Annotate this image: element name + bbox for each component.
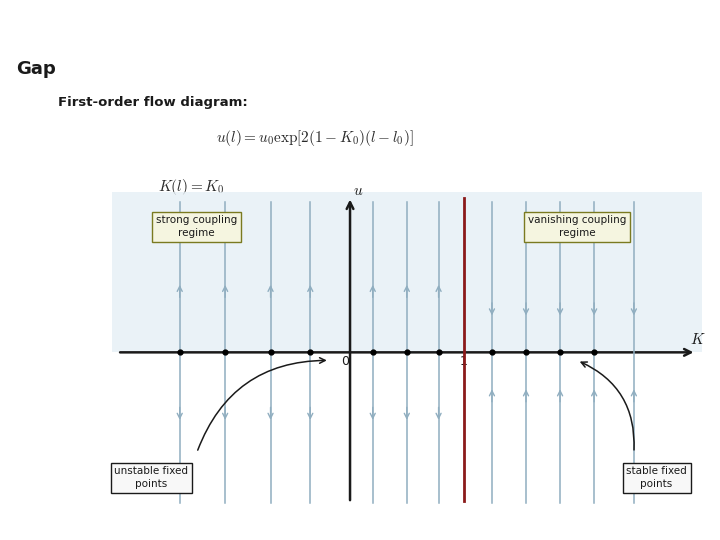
Text: First-order flow diagram:: First-order flow diagram:	[58, 96, 248, 110]
Text: $K(l) = K_0$: $K(l) = K_0$	[158, 177, 225, 197]
Text: $u(l) = u_0 \exp[2(1-K_0)(l-l_0)]$: $u(l) = u_0 \exp[2(1-K_0)(l-l_0)]$	[216, 128, 414, 148]
Text: vanishing coupling
regime: vanishing coupling regime	[528, 215, 626, 239]
Text: unstable fixed
points: unstable fixed points	[114, 466, 189, 489]
Text: strong coupling
regime: strong coupling regime	[156, 215, 238, 239]
Text: Gap: Gap	[16, 60, 55, 78]
Text: stable fixed
points: stable fixed points	[626, 466, 687, 489]
Text: $K$: $K$	[690, 332, 706, 347]
Text: Kosterlitz-Thouless Phase Diagram: Kosterlitz-Thouless Phase Diagram	[9, 19, 418, 39]
Text: 0: 0	[341, 355, 349, 368]
Text: 1: 1	[459, 355, 467, 368]
Text: $u$: $u$	[353, 183, 363, 198]
